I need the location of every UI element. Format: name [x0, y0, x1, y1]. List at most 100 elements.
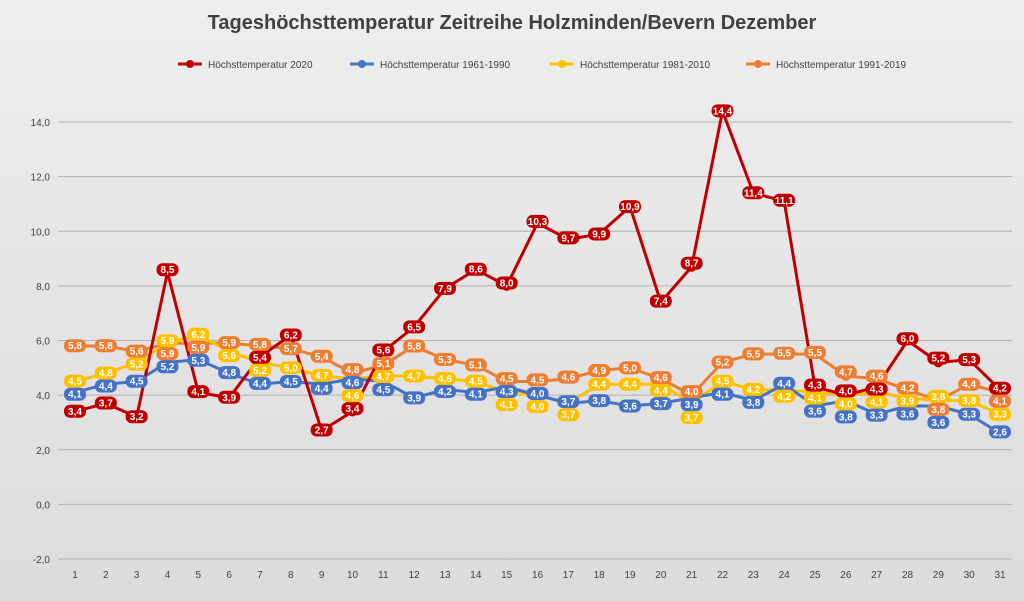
data-label-bg — [372, 343, 395, 357]
data-label-bg — [64, 387, 86, 401]
data-label-bg — [804, 404, 826, 418]
data-label: 5,3 — [191, 356, 205, 367]
data-label: 8,5 — [161, 265, 175, 276]
data-label-bg — [773, 346, 796, 360]
data-label-bg — [649, 384, 672, 398]
y-tick-label: 6,0 — [36, 337, 50, 348]
x-tick-label: 9 — [319, 570, 325, 581]
data-label: 5,2 — [931, 354, 945, 365]
data-label: 4,4 — [654, 386, 668, 397]
data-label: 5,8 — [68, 341, 82, 352]
data-label-bg — [341, 376, 364, 390]
x-tick-label: 12 — [409, 570, 421, 581]
x-tick-label: 7 — [257, 570, 263, 581]
data-label: 5,2 — [130, 360, 144, 371]
data-label-bg — [557, 408, 580, 422]
data-label: 5,9 — [222, 338, 236, 349]
data-label-bg — [526, 214, 549, 228]
data-label: 4,6 — [438, 374, 452, 385]
x-tick-label: 29 — [933, 570, 945, 581]
data-label-bg — [341, 363, 364, 377]
data-label: 4,0 — [839, 386, 853, 397]
data-label-bg — [834, 410, 857, 424]
data-label: 4,1 — [469, 390, 483, 401]
data-label: 4,1 — [500, 400, 514, 411]
data-label: 3,7 — [561, 410, 575, 421]
x-tick-label: 30 — [964, 570, 976, 581]
data-label-bg — [711, 374, 734, 388]
data-label-bg — [927, 402, 950, 416]
x-tick-label: 16 — [532, 570, 544, 581]
data-label: 5,1 — [376, 359, 390, 370]
data-label-bg — [804, 345, 826, 359]
data-label-bg — [773, 376, 796, 390]
data-label: 5,8 — [407, 341, 421, 352]
data-label: 4,4 — [777, 379, 791, 390]
data-label: 4,3 — [808, 381, 822, 392]
data-label-bg — [464, 374, 487, 388]
data-label-bg — [958, 394, 981, 408]
data-label: 5,5 — [808, 348, 822, 359]
data-label-bg — [156, 263, 179, 277]
data-label: 5,7 — [284, 344, 298, 355]
data-label-bg — [588, 364, 611, 378]
data-label-bg — [434, 281, 456, 295]
data-label: 4,2 — [746, 385, 760, 396]
data-label-bg — [711, 355, 734, 369]
data-label: 3,7 — [561, 397, 575, 408]
data-label: 4,2 — [993, 384, 1007, 395]
data-label-bg — [989, 407, 1011, 421]
data-label: 5,6 — [376, 345, 390, 356]
data-label: 3,8 — [839, 412, 853, 423]
data-label: 8,6 — [469, 265, 483, 276]
legend-entry: Höchsttemperatur 2020 — [208, 60, 313, 71]
data-label: 4,5 — [500, 374, 514, 385]
data-label-bg — [711, 387, 734, 401]
data-label-bg — [742, 395, 765, 409]
data-label: 4,8 — [222, 368, 236, 379]
data-label: 3,8 — [962, 396, 976, 407]
data-label-bg — [865, 408, 888, 422]
data-label-bg — [64, 374, 86, 388]
x-tick-label: 19 — [624, 570, 636, 581]
data-label-bg — [804, 378, 826, 392]
data-label-bg — [804, 391, 826, 405]
data-label: 4,0 — [531, 402, 545, 413]
data-label: 4,5 — [68, 377, 82, 388]
data-label: 2,7 — [315, 426, 329, 437]
data-label-bg — [249, 350, 271, 364]
data-label-bg — [94, 396, 117, 410]
data-label-bg — [310, 381, 333, 395]
data-label-bg — [341, 389, 364, 403]
data-label: 3,8 — [931, 392, 945, 403]
data-label: 4,5 — [531, 375, 545, 386]
data-label-bg — [680, 385, 703, 399]
data-label-bg — [64, 404, 86, 418]
data-label: 4,0 — [839, 399, 853, 410]
data-label-bg — [773, 193, 796, 207]
data-label-bg — [680, 411, 703, 425]
data-label: 3,6 — [623, 402, 637, 413]
data-label-bg — [94, 379, 117, 393]
data-label-bg — [834, 365, 857, 379]
data-label-bg — [156, 334, 179, 348]
x-tick-label: 2 — [103, 570, 109, 581]
data-label-bg — [989, 394, 1011, 408]
data-label: 8,0 — [500, 279, 514, 290]
data-label: 4,5 — [376, 385, 390, 396]
data-label: 3,3 — [962, 410, 976, 421]
data-label: 7,4 — [654, 297, 668, 308]
data-label-bg — [434, 371, 456, 385]
data-label: 4,7 — [407, 372, 421, 383]
x-tick-label: 18 — [594, 570, 606, 581]
data-label-bg — [526, 373, 549, 387]
x-tick-label: 21 — [686, 570, 698, 581]
data-label-bg — [865, 382, 888, 396]
x-tick-label: 26 — [840, 570, 852, 581]
data-label-bg — [495, 372, 518, 386]
data-label-bg — [588, 377, 611, 391]
data-label-bg — [403, 391, 426, 405]
data-label: 4,0 — [685, 387, 699, 398]
x-tick-label: 28 — [902, 570, 914, 581]
